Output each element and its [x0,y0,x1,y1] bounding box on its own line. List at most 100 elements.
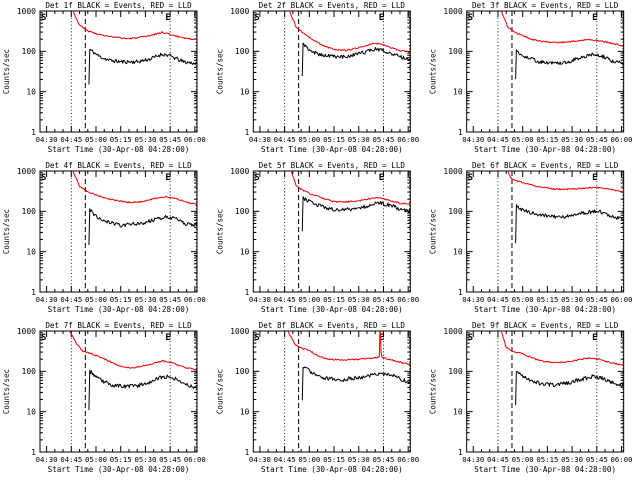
plot-title: Det 7f BLACK = Events, RED = LLD [45,321,192,330]
axes-box [39,10,198,133]
plot-title: Det 5f BLACK = Events, RED = LLD [259,161,406,170]
x-axis-title: Start Time (30-Apr-08 04:28:00) [48,305,190,314]
y-tick-label: 1000 [443,327,462,336]
y-tick-label: 1 [245,128,250,137]
y-tick-label: 10 [240,247,250,256]
lld-curve [500,11,624,47]
panel-det-4f: 04:30 04:45 05:00 05:15 05:30 05:45 06:00 1 10 10… [2,161,206,314]
x-tick-label: 06:00 [397,295,419,304]
start-flag-label: S [254,173,259,183]
x-axis-title: Start Time (30-Apr-08 04:28:00) [474,145,616,154]
x-tick-label: 05:00 [512,455,534,464]
end-flag-label: E [165,333,170,343]
lld-curve [72,171,197,205]
start-flag-label: S [41,173,46,183]
y-tick-label: 1 [458,288,463,297]
y-tick-label: 1 [31,288,36,297]
y-tick-label: 10 [26,87,36,96]
plot-title: Det 9f BLACK = Events, RED = LLD [472,321,619,330]
y-tick-label: 100 [448,47,463,56]
events-curve [515,371,624,406]
x-tick-label: 05:30 [134,295,156,304]
x-tick-label: 05:00 [512,295,534,304]
y-axis-title: Counts/sec [215,49,224,94]
end-flag-label: E [379,173,384,183]
x-tick-label: 05:45 [159,455,181,464]
y-axis-title: Counts/sec [215,209,224,254]
y-tick-label: 1000 [17,167,36,176]
lld-curve [72,11,197,41]
axes-box [466,10,625,133]
x-tick-label: 06:00 [397,455,419,464]
x-tick-label: 04:30 [36,135,58,144]
start-flag-label: S [41,13,46,23]
y-tick-label: 1000 [17,7,36,16]
x-tick-label: 04:30 [36,455,58,464]
y-axis-title: Counts/sec [429,209,438,254]
start-flag-label: S [41,333,46,343]
x-tick-label: 05:45 [372,295,394,304]
axes-box [466,330,625,453]
x-tick-label: 05:45 [586,135,608,144]
plot-title: Det 6f BLACK = Events, RED = LLD [472,161,619,170]
x-axis-title: Start Time (30-Apr-08 04:28:00) [261,465,403,474]
events-curve [88,48,197,85]
x-tick-label: 05:15 [110,295,132,304]
y-axis-title: Counts/sec [215,369,224,414]
x-tick-label: 05:45 [159,295,181,304]
x-tick-label: 04:30 [249,135,271,144]
x-tick-label: 04:30 [249,455,271,464]
y-tick-label: 100 [22,207,37,216]
axes-box [39,330,198,453]
x-tick-label: 06:00 [611,455,633,464]
end-flag-label: E [379,333,384,343]
y-tick-label: 10 [26,407,36,416]
start-flag-label: S [468,173,473,183]
axes-box [466,170,625,293]
start-flag-label: S [254,333,259,343]
y-tick-label: 100 [235,47,250,56]
y-tick-label: 10 [240,407,250,416]
panel-det-3f: 04:30 04:45 05:00 05:15 05:30 05:45 06:00 1 10 10… [429,1,633,154]
x-tick-label: 04:45 [274,295,296,304]
y-tick-label: 1000 [443,7,462,16]
x-tick-label: 04:45 [274,135,296,144]
y-tick-label: 100 [235,367,250,376]
y-tick-label: 1 [245,448,250,457]
y-axis-title: Counts/sec [429,369,438,414]
end-flag-label: E [165,173,170,183]
x-tick-label: 05:00 [85,295,107,304]
x-tick-label: 04:45 [60,455,82,464]
axes-box [252,170,411,293]
y-tick-label: 100 [22,367,37,376]
y-tick-label: 1 [458,128,463,137]
x-tick-label: 04:45 [487,295,509,304]
x-tick-label: 05:45 [372,135,394,144]
x-tick-label: 05:30 [561,135,583,144]
lld-curve [69,331,197,371]
x-tick-label: 06:00 [611,135,633,144]
end-flag-label: E [592,333,597,343]
plot-title: Det 4f BLACK = Events, RED = LLD [45,161,192,170]
y-axis-title: Counts/sec [2,369,11,414]
x-tick-label: 05:00 [298,295,320,304]
y-tick-label: 10 [453,87,463,96]
panel-det-6f: 04:30 04:45 05:00 05:15 05:30 05:45 06:00 1 10 10… [429,161,633,314]
x-tick-label: 05:15 [323,455,345,464]
y-tick-label: 10 [453,407,463,416]
y-tick-label: 100 [22,47,37,56]
x-tick-label: 05:45 [159,135,181,144]
events-curve [88,369,197,411]
y-tick-label: 10 [453,247,463,256]
start-flag-label: S [468,333,473,343]
y-tick-label: 1000 [443,167,462,176]
x-tick-label: 04:45 [487,455,509,464]
x-tick-label: 05:00 [85,135,107,144]
x-tick-label: 05:15 [536,455,558,464]
x-tick-label: 04:30 [249,295,271,304]
end-flag-label: E [592,13,597,23]
x-tick-label: 05:00 [298,455,320,464]
end-flag-label: E [592,173,597,183]
x-tick-label: 04:45 [60,295,82,304]
